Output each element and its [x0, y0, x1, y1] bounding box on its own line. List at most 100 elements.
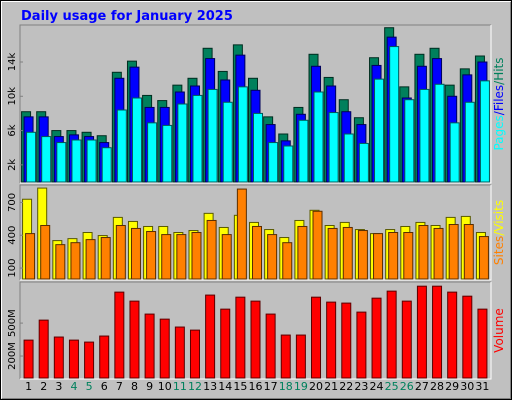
bar [192, 94, 203, 183]
bar [312, 210, 323, 280]
bar [236, 188, 247, 280]
bar [448, 224, 459, 280]
bar [313, 91, 324, 183]
bar [114, 291, 125, 379]
bar [68, 339, 79, 379]
x-tick-label: 17 [264, 380, 278, 393]
bar [84, 341, 95, 379]
bar [159, 318, 170, 379]
legend-entry: Volume [492, 308, 506, 353]
bar [129, 300, 140, 379]
y-tick-label: 100 [7, 259, 18, 278]
bar [326, 301, 337, 379]
x-tick-label: 3 [55, 380, 62, 393]
x-tick-label: 5 [86, 380, 93, 393]
y-tick-label: 500M [7, 309, 18, 337]
bar [477, 308, 488, 379]
bar [283, 145, 294, 183]
bar [357, 230, 368, 280]
bar [298, 119, 309, 183]
x-tick-label: 30 [460, 380, 474, 393]
bar [462, 295, 473, 379]
x-tick-label: 8 [131, 380, 138, 393]
bar [207, 88, 218, 183]
bar [131, 97, 142, 183]
x-tick-label: 27 [415, 380, 429, 393]
panel-bevel [20, 25, 492, 184]
bar [147, 122, 158, 183]
bar [162, 124, 173, 183]
bar [403, 232, 414, 280]
bar [268, 142, 279, 183]
bar [447, 291, 458, 379]
x-tick-label: 20 [309, 380, 323, 393]
bar [388, 232, 399, 280]
bar [237, 86, 248, 183]
bar [130, 227, 141, 280]
bar [434, 83, 445, 183]
bar [99, 335, 110, 379]
legend-separator: / [492, 80, 506, 85]
bevel [2, 2, 511, 399]
bar [297, 225, 308, 280]
bar [404, 99, 415, 183]
chart-title: Daily usage for January 2025 [21, 9, 233, 24]
y-tick-label: 14k [7, 53, 18, 72]
bar [176, 234, 187, 280]
bar [235, 296, 246, 379]
bar [115, 224, 126, 280]
x-tick-label: 29 [445, 380, 459, 393]
bar [253, 112, 263, 183]
bar [56, 142, 67, 183]
bar [70, 242, 81, 280]
bar [327, 227, 338, 280]
legend-separator: / [492, 110, 506, 115]
x-tick-label: 7 [116, 380, 123, 393]
bar [38, 319, 49, 379]
y-tick-label: 200M [7, 342, 18, 370]
x-tick-label: 1 [25, 380, 32, 393]
x-tick-label: 2 [40, 380, 47, 393]
bar [250, 300, 261, 379]
bar [373, 233, 384, 280]
bar [26, 131, 37, 183]
bar [464, 101, 475, 183]
x-tick-label: 23 [354, 380, 368, 393]
bar [401, 300, 412, 379]
bar [40, 224, 51, 280]
bar [341, 302, 352, 379]
bar [342, 226, 353, 280]
y-tick-label: 6k [7, 124, 18, 136]
x-tick-label: 11 [173, 380, 187, 393]
bar [189, 329, 200, 379]
x-tick-label: 19 [294, 380, 308, 393]
bar [85, 239, 96, 280]
panel-bevel [20, 282, 492, 380]
panel-bevel [19, 281, 491, 379]
legend-entry: Visits [492, 200, 506, 232]
legend: Sites/Visits [492, 200, 506, 265]
legend-entry: Sites [492, 236, 506, 265]
panel-bevel [20, 185, 492, 281]
legend: Pages/Files/Hits [492, 57, 506, 150]
legend-entry: Pages [492, 115, 506, 150]
x-tick-label: 10 [158, 380, 172, 393]
x-tick-label: 4 [70, 380, 77, 393]
bar [206, 219, 217, 280]
x-tick-label: 26 [400, 380, 414, 393]
bar [282, 242, 293, 280]
x-tick-label: 12 [188, 380, 202, 393]
bar [222, 101, 233, 183]
panel-bevel [19, 184, 491, 280]
bar [356, 311, 367, 379]
bar [71, 139, 82, 183]
bar [252, 225, 262, 280]
x-tick-label: 31 [475, 380, 489, 393]
bar [146, 231, 157, 280]
x-tick-label: 22 [339, 380, 353, 393]
y-tick-label: 400 [7, 226, 18, 245]
legend-entry: Files [492, 85, 506, 111]
bar [267, 234, 278, 280]
